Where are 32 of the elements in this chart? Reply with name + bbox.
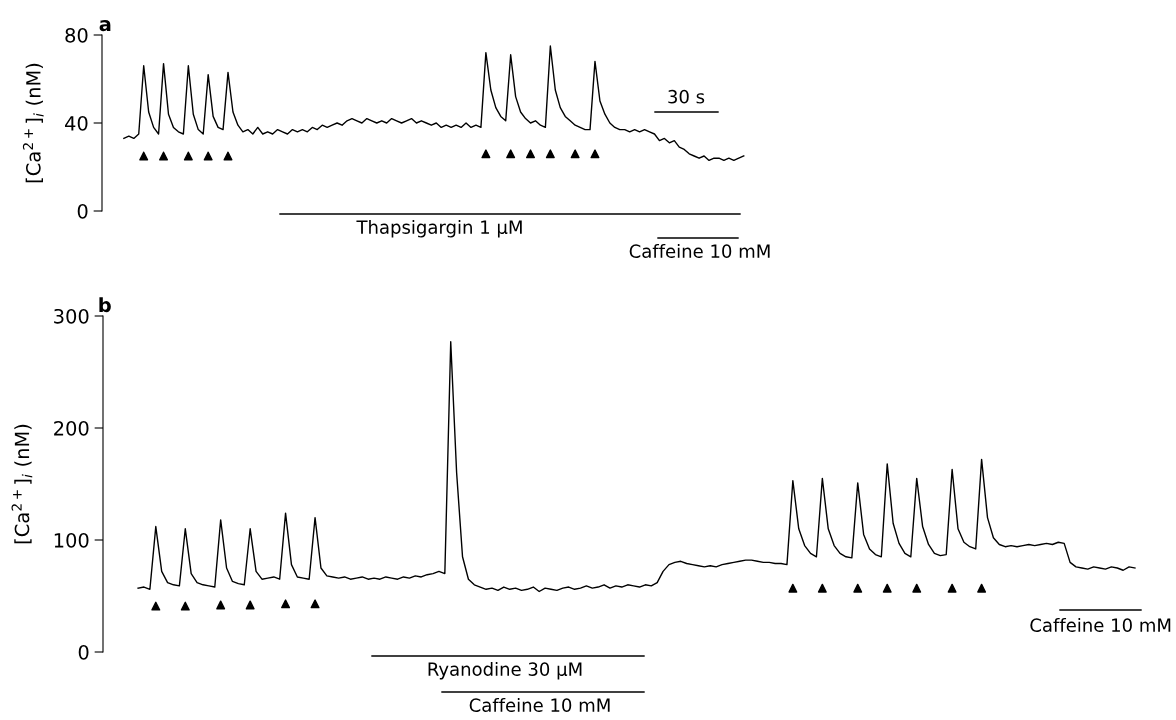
chart-title: b <box>99 297 111 313</box>
point <box>788 583 798 593</box>
point <box>882 583 892 593</box>
y-tick-label: 80 <box>65 27 88 43</box>
y-tick-label: 200 <box>54 420 89 436</box>
chart-title: a <box>99 20 111 32</box>
point <box>281 599 291 609</box>
line-series <box>137 341 1136 593</box>
text: Caffeine 10 mM <box>469 698 610 712</box>
y-tick-label: 300 <box>54 308 89 324</box>
point <box>853 583 863 593</box>
point <box>912 583 922 593</box>
point <box>817 583 827 593</box>
annotation: 30 s <box>668 89 705 104</box>
point <box>180 601 190 611</box>
y-tick-label: 100 <box>54 532 89 548</box>
point <box>310 599 320 609</box>
text: Thapsigargin 1 μM <box>356 220 522 238</box>
y-tick-label: 0 <box>77 203 88 219</box>
text: Caffeine 10 mM <box>629 244 770 258</box>
point <box>977 583 987 593</box>
point <box>947 583 957 593</box>
point <box>216 600 226 610</box>
line-series <box>123 45 745 162</box>
y-tick-label: 0 <box>78 644 89 660</box>
y-tick-label: 40 <box>65 115 88 131</box>
annotation: Caffeine 10 mM <box>1030 618 1171 632</box>
text: Ryanodine 30 μM <box>428 662 582 680</box>
y-axis-title: [Ca$^{2+}$]$_{i}$ (nM) <box>11 424 33 544</box>
point <box>245 600 255 610</box>
y-axis-title: [Ca$^{2+}$]$_{i}$ (nM) <box>22 63 44 183</box>
point <box>151 601 161 611</box>
